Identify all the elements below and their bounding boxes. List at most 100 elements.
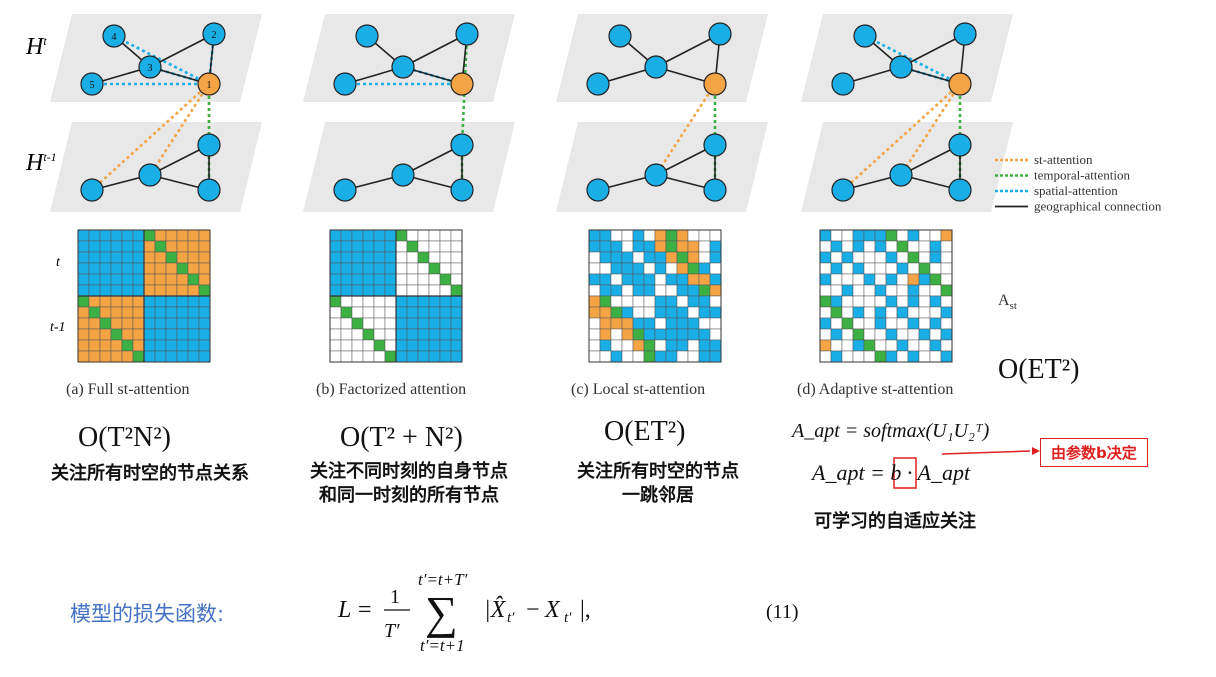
matrix-cell bbox=[395, 251, 408, 264]
matrix-cell bbox=[406, 328, 419, 341]
matrix-cell bbox=[841, 240, 854, 253]
matrix-cell bbox=[632, 306, 645, 319]
matrix-cell bbox=[406, 240, 419, 253]
a-st-label: Ast bbox=[998, 292, 1017, 313]
matrix-cell bbox=[395, 339, 408, 352]
matrix-cell bbox=[632, 251, 645, 264]
matrix-cell bbox=[643, 240, 656, 253]
graph-node bbox=[948, 72, 972, 96]
matrix-cell bbox=[610, 240, 623, 253]
matrix-cell bbox=[841, 328, 854, 341]
graph-node bbox=[197, 178, 221, 202]
matrix-cell bbox=[373, 306, 386, 319]
matrix-cell bbox=[165, 328, 178, 341]
matrix-cell bbox=[351, 306, 364, 319]
matrix-cell bbox=[132, 251, 145, 264]
matrix-cell bbox=[99, 284, 112, 297]
matrix-cell bbox=[99, 262, 112, 275]
matrix-cell bbox=[654, 295, 667, 308]
graph-node bbox=[608, 24, 632, 48]
matrix-cell bbox=[198, 317, 211, 330]
matrix-cell bbox=[709, 273, 722, 286]
matrix-full bbox=[77, 229, 211, 363]
matrix-cell bbox=[362, 350, 375, 363]
matrix-cell bbox=[395, 240, 408, 253]
matrix-cell bbox=[187, 262, 200, 275]
matrix-cell bbox=[918, 339, 931, 352]
matrix-cell bbox=[940, 262, 953, 275]
matrix-cell bbox=[852, 284, 865, 297]
caption-local: (c) Local st-attention bbox=[571, 381, 706, 398]
matrix-cell bbox=[143, 306, 156, 319]
matrix-cell bbox=[643, 229, 656, 242]
graph-node bbox=[644, 55, 668, 79]
matrix-cell bbox=[351, 295, 364, 308]
matrix-cell bbox=[176, 251, 189, 264]
matrix-cell bbox=[940, 339, 953, 352]
matrix-cell bbox=[165, 273, 178, 286]
graph-panel-full: 1 2 3 4 5 bbox=[50, 14, 262, 212]
st-attention-edge bbox=[91, 83, 210, 191]
matrix-cell bbox=[588, 240, 601, 253]
matrix-cell bbox=[428, 306, 441, 319]
layer-label-t: Ht bbox=[26, 34, 47, 60]
matrix-cell bbox=[863, 339, 876, 352]
matrix-cell bbox=[632, 229, 645, 242]
matrix-cell bbox=[643, 339, 656, 352]
matrix-cell bbox=[121, 273, 134, 286]
matrix-cell bbox=[907, 284, 920, 297]
matrix-cell bbox=[907, 339, 920, 352]
matrix-cell bbox=[940, 284, 953, 297]
matrix-row-label-t: t bbox=[56, 255, 60, 270]
matrix-cell bbox=[654, 251, 667, 264]
matrix-cell bbox=[654, 262, 667, 275]
matrix-cell bbox=[121, 306, 134, 319]
graph-node bbox=[948, 178, 972, 202]
matrix-cell bbox=[819, 262, 832, 275]
matrix-cell bbox=[428, 284, 441, 297]
matrix-cell bbox=[654, 273, 667, 286]
matrix-cell bbox=[198, 295, 211, 308]
matrix-cell bbox=[176, 350, 189, 363]
matrix-cell bbox=[874, 306, 887, 319]
matrix-cell bbox=[450, 229, 463, 242]
matrix-cell bbox=[852, 306, 865, 319]
matrix-cell bbox=[654, 350, 667, 363]
apt-formula-1: A_apt = softmax(U₁U₂ᵀ) bbox=[792, 420, 990, 442]
matrix-cell bbox=[329, 350, 342, 363]
matrix-cell bbox=[110, 317, 123, 330]
matrix-cell bbox=[687, 240, 700, 253]
matrix-cell bbox=[874, 240, 887, 253]
matrix-cell bbox=[896, 284, 909, 297]
matrix-cell bbox=[329, 317, 342, 330]
matrix-cell bbox=[863, 306, 876, 319]
matrix-cell bbox=[654, 339, 667, 352]
matrix-cell bbox=[940, 350, 953, 363]
matrix-cell bbox=[154, 350, 167, 363]
matrix-cell bbox=[88, 295, 101, 308]
matrix-cell bbox=[373, 328, 386, 341]
matrix-cell bbox=[373, 229, 386, 242]
matrix-cell bbox=[154, 251, 167, 264]
matrix-cell bbox=[830, 251, 843, 264]
matrix-cell bbox=[918, 328, 931, 341]
matrix-adaptive bbox=[819, 229, 953, 363]
svg-text:L: L bbox=[337, 597, 351, 623]
matrix-cell bbox=[406, 306, 419, 319]
matrix-cell bbox=[610, 273, 623, 286]
node-number: 4 bbox=[112, 32, 117, 43]
matrix-cell bbox=[99, 251, 112, 264]
matrix-cell bbox=[88, 350, 101, 363]
matrix-cell bbox=[428, 339, 441, 352]
matrix-cell bbox=[918, 306, 931, 319]
matrix-cell bbox=[665, 273, 678, 286]
caption-full: (a) Full st-attention bbox=[66, 381, 190, 398]
matrix-cell bbox=[154, 306, 167, 319]
matrix-cell bbox=[698, 240, 711, 253]
matrix-cell bbox=[830, 306, 843, 319]
matrix-cell bbox=[896, 251, 909, 264]
matrix-cell bbox=[676, 350, 689, 363]
matrix-cell bbox=[450, 295, 463, 308]
graph-node bbox=[450, 178, 474, 202]
complexity-factorized: O(T² + N²) bbox=[340, 422, 463, 453]
